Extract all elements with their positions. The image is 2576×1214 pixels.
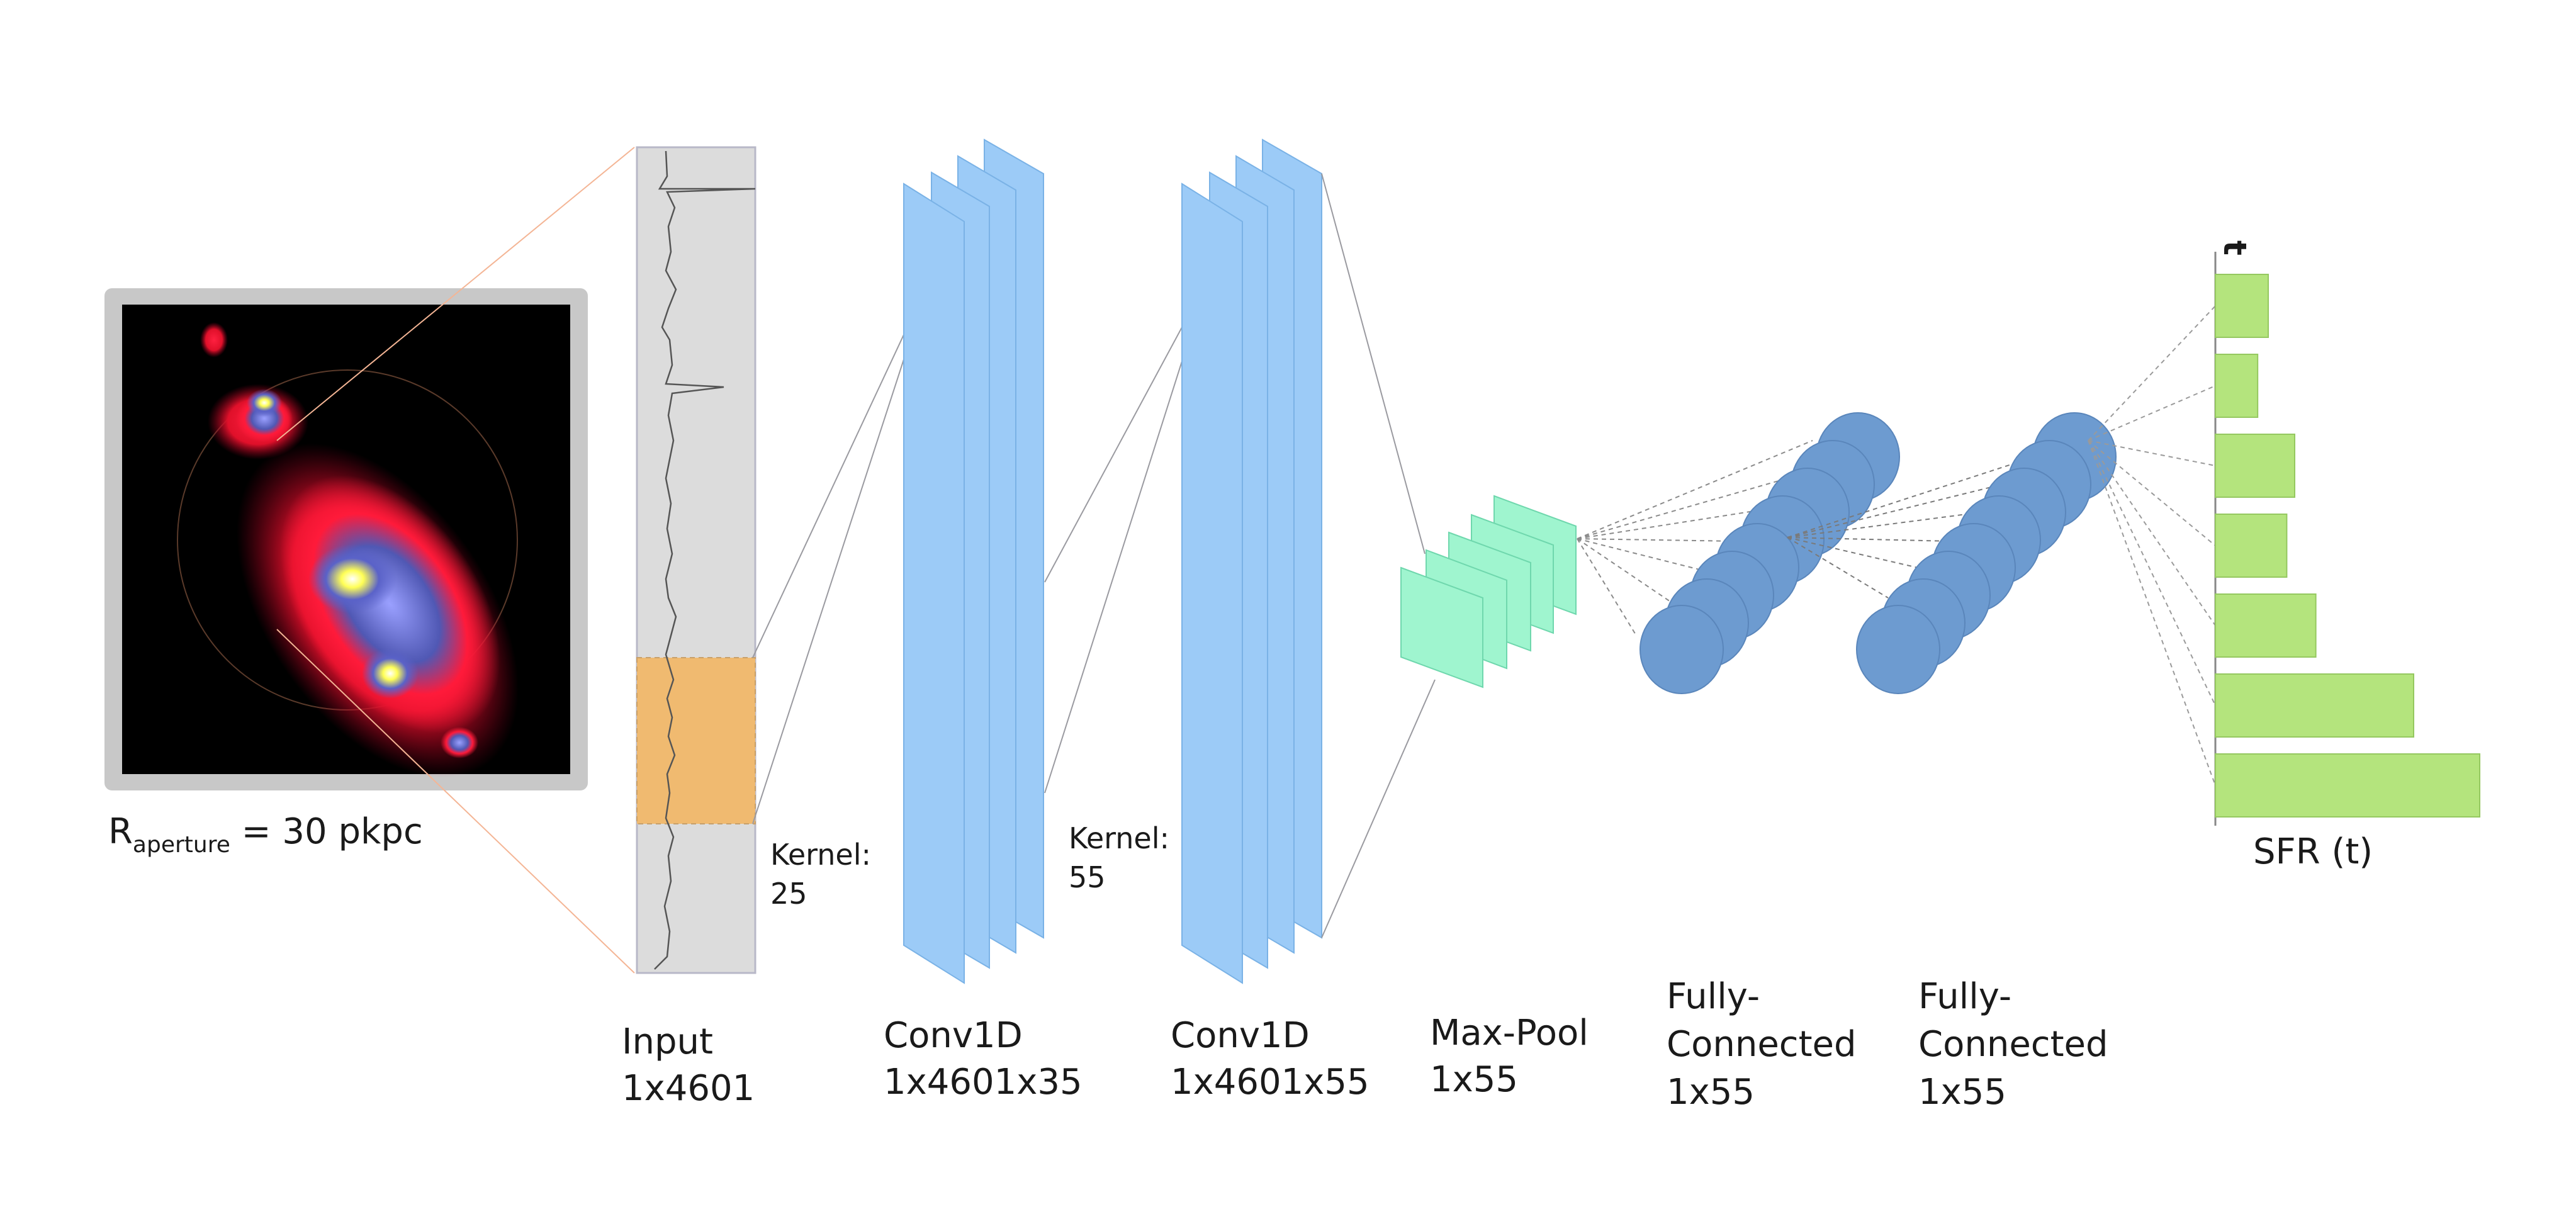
sfr-output-chart: t SFR (t) bbox=[2214, 240, 2480, 872]
input-layer bbox=[636, 146, 756, 974]
maxpool-caption: Max-Pool bbox=[1430, 1013, 1589, 1054]
fc2-shape: 1x55 bbox=[1918, 1072, 2006, 1113]
kernel-size-1: 25 bbox=[770, 877, 807, 911]
fc1-shape: 1x55 bbox=[1667, 1072, 1755, 1113]
pool-connection-lines bbox=[1321, 173, 1436, 938]
galaxy-emission bbox=[200, 322, 519, 778]
sfr-bar bbox=[2215, 514, 2288, 578]
sfr-xlabel: SFR (t) bbox=[2253, 831, 2373, 872]
aperture-label-sub: aperture bbox=[133, 832, 230, 858]
maxpool-layer bbox=[1400, 495, 1577, 688]
aperture-label: Raperture = 30 pkpc bbox=[108, 811, 423, 858]
kernel-label-1: Kernel: bbox=[770, 838, 871, 872]
fc2-caption-line2: Connected bbox=[1918, 1024, 2108, 1065]
conv1-shape: 1x4601x35 bbox=[884, 1062, 1083, 1103]
time-axis-label: t bbox=[2217, 240, 2253, 256]
fc2-connection-lines bbox=[1787, 459, 2027, 599]
fc1-layer bbox=[1640, 412, 1900, 694]
output-connection-lines bbox=[2088, 305, 2216, 786]
fc1-connection-lines bbox=[1577, 440, 1813, 636]
maxpool-map bbox=[1400, 566, 1483, 688]
kernel-label-2: Kernel: bbox=[1069, 821, 1169, 855]
fc1-caption-line1: Fully- bbox=[1667, 976, 1760, 1017]
sfr-bar bbox=[2215, 673, 2414, 738]
input-shape: 1x4601 bbox=[622, 1068, 755, 1109]
layer-captions: Input 1x4601 Conv1D 1x4601x35 Conv1D 1x4… bbox=[622, 976, 2108, 1113]
fc2-neuron bbox=[1856, 605, 1940, 694]
maxpool-shape: 1x55 bbox=[1430, 1059, 1518, 1100]
sfr-bar bbox=[2215, 434, 2295, 498]
conv2-shape: 1x4601x55 bbox=[1171, 1062, 1370, 1103]
conv2-layer bbox=[1181, 138, 1322, 984]
output-connection-line bbox=[2088, 440, 2216, 786]
output-connection-line bbox=[2088, 305, 2216, 441]
aperture-label-rest: = 30 pkpc bbox=[230, 811, 423, 852]
galaxy-image-panel: Raperture = 30 pkpc bbox=[104, 288, 588, 858]
fc1-caption-line2: Connected bbox=[1667, 1024, 1857, 1065]
output-connection-line bbox=[2088, 440, 2216, 466]
sfr-bar bbox=[2215, 274, 2269, 338]
kernel-lines-2 bbox=[1044, 278, 1209, 794]
kernel-size-2: 55 bbox=[1069, 860, 1106, 894]
input-column bbox=[636, 146, 756, 974]
output-connection-line bbox=[2088, 385, 2216, 441]
sfr-bars bbox=[2215, 274, 2480, 818]
input-spectrum-curve bbox=[654, 150, 756, 970]
conv1-layer bbox=[903, 138, 1044, 984]
conv2-feature-map bbox=[1181, 183, 1243, 984]
fc2-caption-line1: Fully- bbox=[1918, 976, 2011, 1017]
aperture-label-main: R bbox=[108, 811, 133, 852]
kernel-lines-1 bbox=[752, 278, 931, 824]
fc1-neuron bbox=[1640, 605, 1724, 694]
output-connection-line bbox=[2088, 440, 2216, 546]
sfr-bar bbox=[2215, 354, 2259, 418]
output-connection-line bbox=[2088, 440, 2216, 626]
galaxy-projection-lines bbox=[276, 147, 635, 974]
conv2-caption: Conv1D bbox=[1171, 1015, 1310, 1056]
sfr-bar bbox=[2215, 593, 2317, 658]
output-connection-line bbox=[2088, 440, 2216, 706]
conv1-caption: Conv1D bbox=[884, 1015, 1023, 1056]
sfr-bar bbox=[2215, 753, 2480, 818]
kernel-window bbox=[636, 657, 756, 824]
conv1-feature-map bbox=[903, 183, 965, 984]
fc2-layer bbox=[1856, 412, 2117, 694]
input-caption: Input bbox=[622, 1021, 713, 1062]
